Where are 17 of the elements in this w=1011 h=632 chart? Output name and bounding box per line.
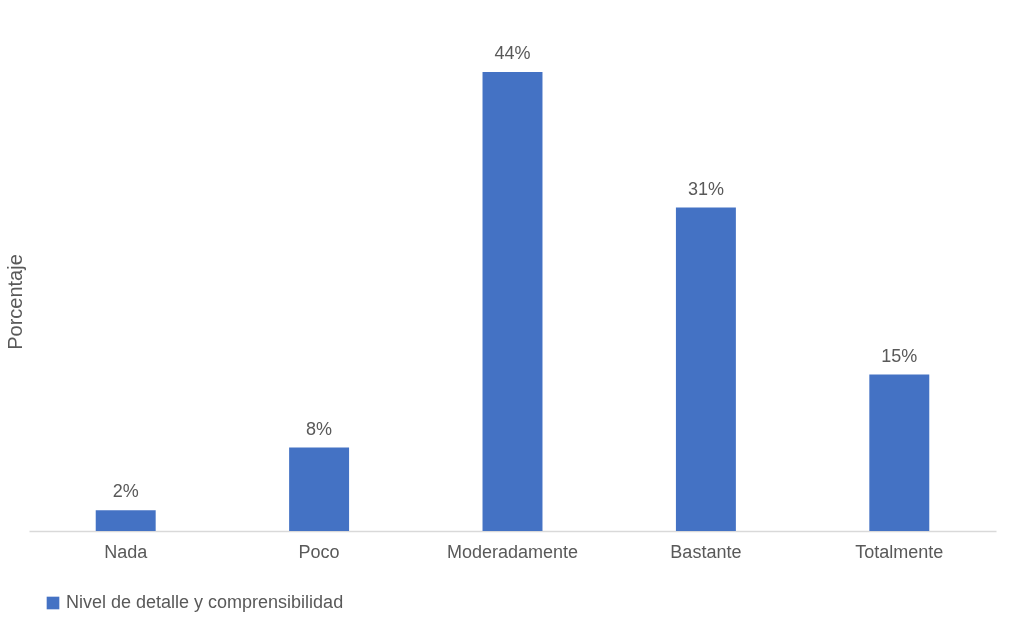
x-tick-label: Totalmente	[855, 541, 944, 562]
bar	[675, 207, 736, 531]
bar	[482, 72, 543, 531]
bar	[869, 374, 930, 531]
bar	[95, 510, 156, 531]
data-label: 8%	[306, 418, 333, 439]
x-tick-label: Poco	[298, 541, 340, 562]
data-label: 2%	[112, 481, 139, 502]
x-tick-label: Nada	[104, 541, 149, 562]
data-label: 15%	[881, 345, 918, 366]
x-tick-label: Moderadamente	[446, 541, 579, 562]
bar	[289, 447, 350, 531]
data-label: 44%	[494, 43, 531, 63]
y-axis-title: Porcentaje	[3, 254, 26, 350]
legend-label: Nivel de detalle y comprensibilidad	[66, 592, 344, 612]
data-label: 31%	[687, 178, 724, 199]
x-tick-label: Bastante	[670, 541, 742, 562]
